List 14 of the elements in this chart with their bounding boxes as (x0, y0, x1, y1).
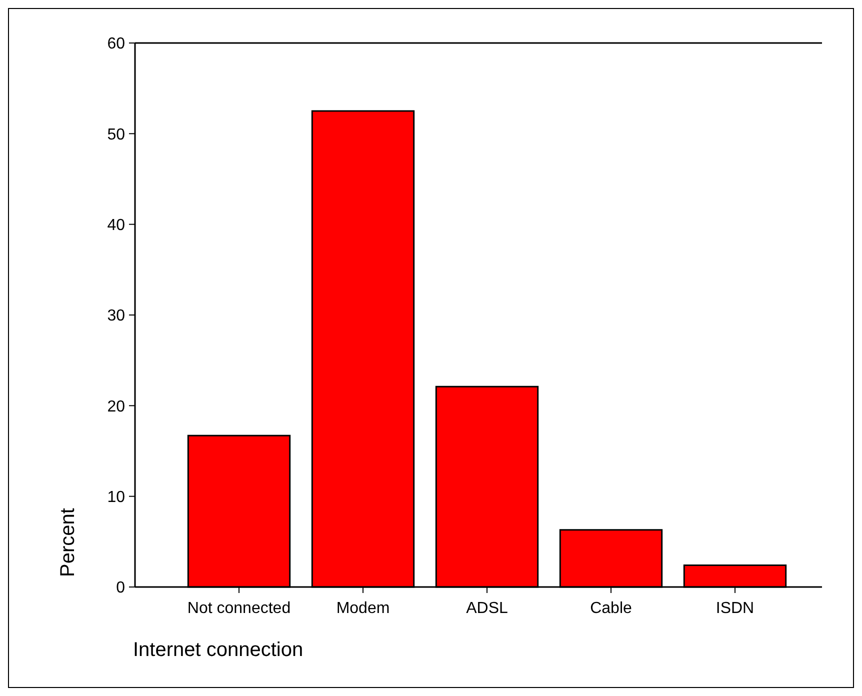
y-axis-title: Percent (57, 508, 79, 577)
y-tick-label: 40 (107, 216, 126, 234)
x-axis-title: Internet connection (133, 639, 304, 661)
y-tick-label: 0 (116, 580, 126, 597)
y-tick-label: 10 (107, 488, 126, 506)
y-tick-label: 60 (107, 36, 126, 53)
x-tick-label: Modem (336, 600, 390, 617)
x-tick-label: ADSL (466, 600, 508, 617)
x-tick-label: Not connected (187, 600, 291, 617)
x-tick-label: Cable (590, 600, 632, 617)
y-tick-label: 20 (107, 398, 126, 416)
y-tick-label: 30 (107, 308, 126, 325)
y-tick-label: 50 (107, 126, 126, 144)
x-tick-label: ISDN (716, 600, 754, 617)
